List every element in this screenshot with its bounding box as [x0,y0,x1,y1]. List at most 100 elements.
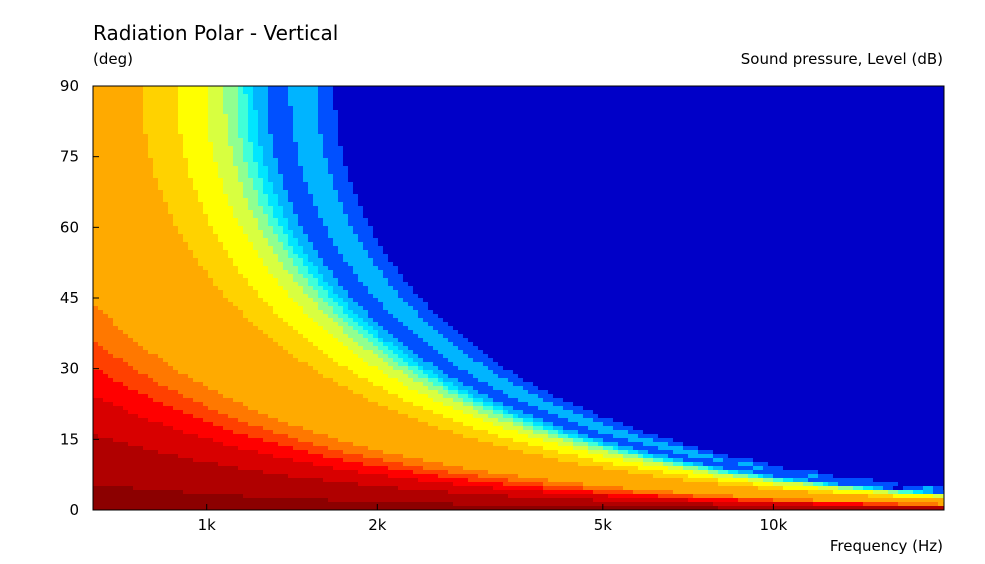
heatmap-cell [258,414,264,419]
heatmap-cell [173,402,179,407]
heatmap-cell [218,174,224,179]
heatmap-cell [163,482,169,487]
heatmap-cell [143,94,149,99]
heatmap-cell [128,182,134,187]
heatmap-cell [168,478,174,483]
heatmap-cell [248,122,254,127]
heatmap-cell [308,474,314,479]
heatmap-cell [108,166,114,171]
heatmap-cell [288,154,294,159]
heatmap-cell [113,382,119,387]
heatmap-cell [188,370,194,375]
heatmap-cell [238,142,244,147]
heatmap-cell [128,466,134,471]
heatmap-cell [258,222,264,227]
heatmap-cell [253,374,259,379]
heatmap-cell [158,490,164,495]
heatmap-cell [243,214,249,219]
heatmap-cell [253,458,259,463]
heatmap-cell [148,410,154,415]
heatmap-cell [283,262,289,267]
heatmap-cell [153,222,159,227]
heatmap-cell [298,286,304,291]
heatmap-cell [323,290,329,295]
heatmap-cell [233,114,239,119]
heatmap-cell [153,270,159,275]
heatmap-cell [303,474,309,479]
heatmap-cell [173,250,179,255]
heatmap-cell [228,358,234,363]
heatmap-cell [248,234,254,239]
heatmap-cell [193,390,199,395]
heatmap-cell [128,406,134,411]
heatmap-cell [293,134,299,139]
heatmap-cell [113,98,119,103]
heatmap-cell [313,394,319,399]
heatmap-cell [198,450,204,455]
heatmap-cell [183,362,189,367]
heatmap-cell [273,222,279,227]
heatmap-cell [178,442,184,447]
heatmap-cell [148,322,154,327]
heatmap-cell [103,222,109,227]
heatmap-cell [313,106,319,111]
heatmap-cell [273,270,279,275]
heatmap-cell [318,322,324,327]
heatmap-cell [238,186,244,191]
heatmap-cell [218,310,224,315]
heatmap-cell [298,202,304,207]
heatmap-cell [278,234,284,239]
heatmap-cell [288,354,294,359]
heatmap-cell [193,186,199,191]
heatmap-cell [203,262,209,267]
heatmap-cell [218,434,224,439]
heatmap-cell [263,214,269,219]
heatmap-cell [168,486,174,491]
heatmap-cell [108,418,114,423]
heatmap-cell [283,498,289,503]
heatmap-cell [148,494,154,499]
heatmap-cell [163,206,169,211]
heatmap-cell [108,434,114,439]
heatmap-cell [233,174,239,179]
heatmap-cell [193,278,199,283]
heatmap-cell [273,454,279,459]
heatmap-cell [273,182,279,187]
heatmap-cell [123,142,129,147]
heatmap-cell [248,106,254,111]
heatmap-cell [213,350,219,355]
heatmap-cell [133,194,139,199]
heatmap-cell [318,358,324,363]
heatmap-cell [93,338,99,343]
heatmap-cell [148,266,154,271]
heatmap-cell [123,214,129,219]
heatmap-cell [203,342,209,347]
heatmap-area [93,86,945,511]
heatmap-cell [208,270,214,275]
heatmap-cell [213,270,219,275]
heatmap-cell [253,366,259,371]
heatmap-cell [218,186,224,191]
heatmap-cell [258,218,264,223]
heatmap-cell [323,206,329,211]
heatmap-cell [208,94,214,99]
heatmap-cell [273,210,279,215]
heatmap-cell [98,270,104,275]
heatmap-cell [148,450,154,455]
heatmap-cell [113,422,119,427]
heatmap-cell [153,102,159,107]
heatmap-cell [153,298,159,303]
heatmap-cell [108,394,114,399]
heatmap-cell [218,106,224,111]
heatmap-cell [313,202,319,207]
heatmap-cell [303,322,309,327]
heatmap-cell [298,410,304,415]
heatmap-cell [323,386,329,391]
heatmap-cell [313,466,319,471]
heatmap-cell [248,450,254,455]
heatmap-cell [203,130,209,135]
heatmap-cell [138,410,144,415]
heatmap-cell [303,498,309,503]
heatmap-cell [178,498,184,503]
heatmap-cell [123,86,129,91]
